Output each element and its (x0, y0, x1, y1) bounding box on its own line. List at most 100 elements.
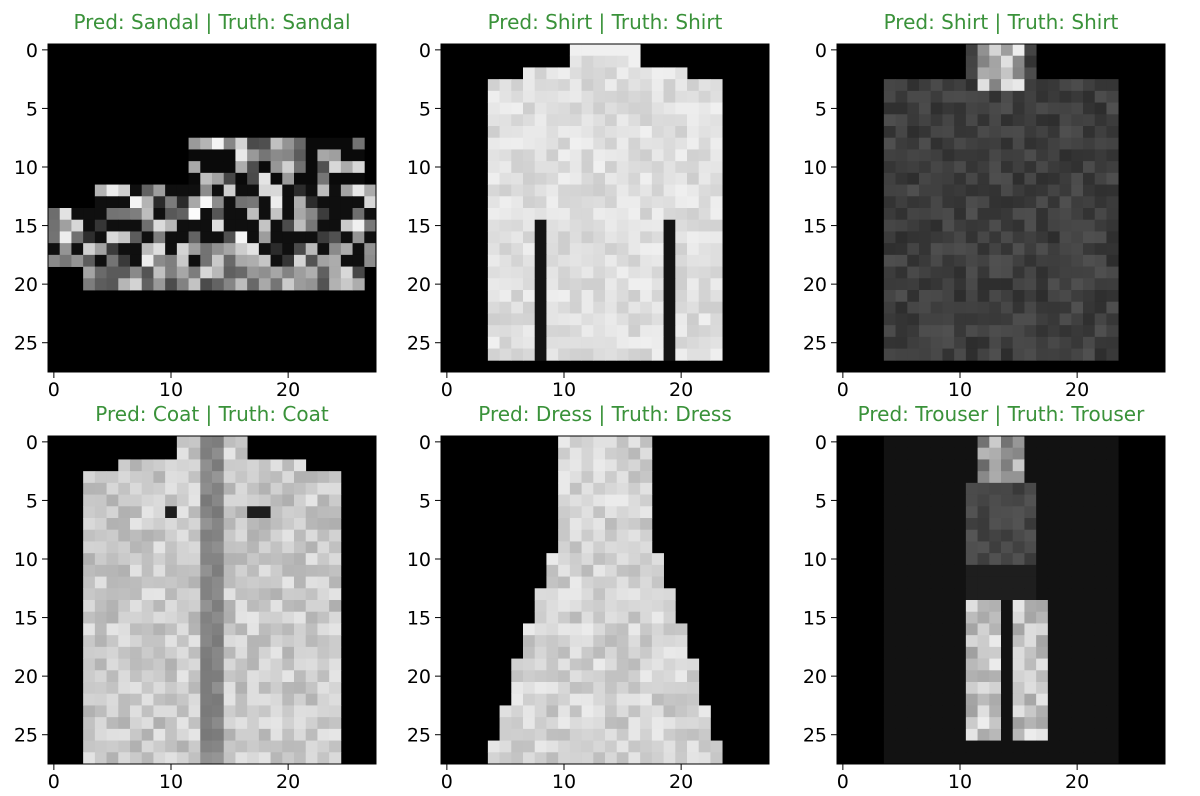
pixel (1024, 705, 1037, 718)
pixel (640, 459, 653, 472)
pixel (1001, 447, 1014, 460)
pixel (71, 231, 84, 244)
pixel (200, 705, 213, 718)
pixel (487, 149, 500, 162)
pixel (616, 137, 629, 150)
pixel (141, 588, 154, 601)
pixel (605, 611, 618, 624)
pixel (605, 623, 618, 636)
pixel (558, 278, 571, 291)
pixel (581, 172, 594, 185)
pixel (83, 243, 96, 256)
pixel (523, 623, 536, 636)
pixel (883, 254, 896, 267)
pixel (687, 290, 700, 303)
pixel (1012, 90, 1025, 103)
pixel (317, 658, 330, 671)
pixel (212, 196, 225, 209)
pixel (883, 459, 896, 472)
pixel (247, 266, 260, 279)
pixel (593, 459, 606, 472)
pixel (176, 705, 189, 718)
pixel (593, 44, 606, 57)
pixel (663, 600, 676, 613)
pixel (640, 518, 653, 531)
pixel (965, 301, 978, 314)
pixel (663, 623, 676, 636)
pixel (258, 693, 271, 706)
pixel (1012, 588, 1025, 601)
pixel (1024, 114, 1037, 127)
pixel (118, 254, 131, 267)
pixel (223, 646, 236, 659)
pixel (1012, 219, 1025, 232)
pixel (212, 752, 225, 765)
pixel (663, 114, 676, 127)
pixel (954, 243, 967, 256)
pixel (687, 184, 700, 197)
pixel (118, 208, 131, 221)
pixel (675, 336, 688, 349)
pixel (616, 600, 629, 613)
pixel (546, 114, 559, 127)
pixel (569, 436, 582, 449)
pixel (106, 482, 119, 495)
pixel (605, 600, 618, 613)
pixel (919, 219, 932, 232)
pixel (687, 137, 700, 150)
pixel (294, 646, 307, 659)
pixel (1083, 670, 1096, 683)
pixel (1012, 471, 1025, 484)
pixel (534, 254, 547, 267)
pixel (616, 436, 629, 449)
pixel (569, 635, 582, 648)
pixel (270, 254, 283, 267)
pixel (628, 114, 641, 127)
pixel (1071, 670, 1084, 683)
axes-frame (836, 43, 1166, 373)
pixel (153, 623, 166, 636)
pixel (883, 266, 896, 279)
pixel (605, 44, 618, 57)
pixel (153, 705, 166, 718)
pixel (294, 482, 307, 495)
pixel (675, 646, 688, 659)
pixel (118, 600, 131, 613)
pixel (165, 266, 178, 279)
pixel (930, 243, 943, 256)
pixel (605, 90, 618, 103)
pixel (930, 471, 943, 484)
pixel (1094, 149, 1107, 162)
pixel (212, 588, 225, 601)
pixel (247, 541, 260, 554)
pixel (1047, 541, 1060, 554)
pixel (930, 623, 943, 636)
pixel (305, 553, 318, 566)
pixel (640, 114, 653, 127)
pixel (235, 541, 248, 554)
pixel (106, 231, 119, 244)
pixel (930, 728, 943, 741)
pixel (511, 278, 524, 291)
pixel (605, 682, 618, 695)
pixel (106, 196, 119, 209)
pixel (83, 254, 96, 267)
pixel (663, 705, 676, 718)
pixel (965, 529, 978, 542)
pixel (94, 196, 107, 209)
pixel (628, 506, 641, 519)
pixel (1059, 266, 1072, 279)
y-tick-label: 15 (407, 216, 431, 238)
pixel (176, 635, 189, 648)
pixel (977, 635, 990, 648)
pixel (200, 646, 213, 659)
pixel (1047, 436, 1060, 449)
pixel (364, 254, 377, 267)
pixel (499, 90, 512, 103)
pixel (165, 243, 178, 256)
pixel (487, 79, 500, 92)
pixel (118, 541, 131, 554)
x-tick-label: 20 (276, 379, 300, 401)
pixel (270, 752, 283, 765)
pixel (687, 196, 700, 209)
